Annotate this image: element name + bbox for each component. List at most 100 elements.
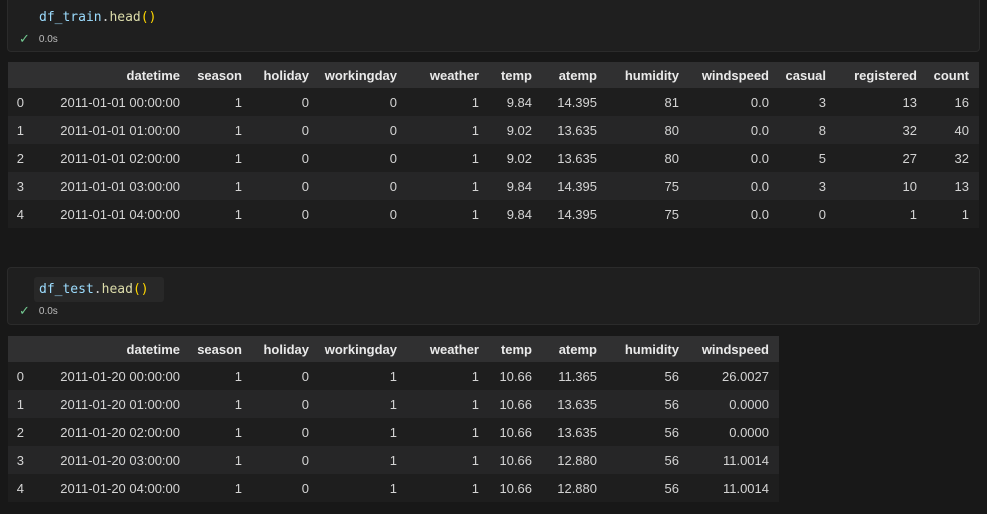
table-cell: 8 (779, 116, 836, 144)
table-cell: 0.0000 (689, 418, 779, 446)
table-row: 4 2011-01-20 04:00:00 1 0 1 1 10.66 12.880 56 11.… (8, 474, 779, 502)
table-cell: 2011-01-20 02:00:00 (34, 418, 190, 446)
code-line[interactable]: df_test.head() (39, 281, 149, 299)
table-cell: 0.0000 (689, 390, 779, 418)
table-cell: 80 (607, 144, 689, 172)
table-cell: 14.395 (542, 88, 607, 116)
column-header: season (190, 62, 252, 88)
table-row: 0 2011-01-01 00:00:00 1 0 0 1 9.84 14.395 81 0.0 3… (8, 88, 979, 116)
table-cell: 0 (319, 172, 407, 200)
table-cell: 1 (190, 446, 252, 474)
table-cell: 0 (252, 362, 319, 390)
table-cell: 1 (407, 362, 489, 390)
execution-time: 0.0s (38, 305, 58, 317)
column-header: weather (407, 336, 489, 362)
table-cell: 0 (319, 88, 407, 116)
column-header: count (927, 62, 979, 88)
row-index-cell: 0 (8, 88, 34, 116)
table-cell: 80 (607, 116, 689, 144)
column-header: workingday (319, 62, 407, 88)
table-cell: 26.0027 (689, 362, 779, 390)
table-cell: 11.365 (542, 362, 607, 390)
code-brackets: () (132, 282, 149, 297)
success-check-icon: ✓ (19, 31, 30, 46)
code-method: head (101, 282, 133, 297)
column-header: windspeed (689, 62, 779, 88)
table-cell: 1 (190, 200, 252, 228)
row-index-cell: 3 (8, 446, 34, 474)
column-header: registered (836, 62, 927, 88)
table-cell: 0 (252, 446, 319, 474)
table-cell: 1 (190, 362, 252, 390)
table-cell: 75 (607, 200, 689, 228)
table-cell: 14.395 (542, 200, 607, 228)
table-cell: 11.0014 (689, 474, 779, 502)
table-cell: 2011-01-01 03:00:00 (34, 172, 190, 200)
table-cell: 75 (607, 172, 689, 200)
code-line[interactable]: df_train.head() (39, 9, 156, 27)
row-index-cell: 2 (8, 144, 34, 172)
table-row: 3 2011-01-01 03:00:00 1 0 0 1 9.84 14.395 75 0.0 3… (8, 172, 979, 200)
column-header: humidity (607, 336, 689, 362)
column-header: humidity (607, 62, 689, 88)
table-row: 1 2011-01-20 01:00:00 1 0 1 1 10.66 13.635 56 0.0… (8, 390, 779, 418)
column-header: temp (489, 336, 542, 362)
code-dot: . (93, 282, 102, 297)
table-cell: 10.66 (489, 362, 542, 390)
code-dot: . (101, 10, 110, 25)
table-cell: 0 (252, 116, 319, 144)
execution-time: 0.0s (38, 33, 58, 45)
table-cell: 13.635 (542, 390, 607, 418)
table-cell: 0.0 (689, 172, 779, 200)
table-cell: 1 (190, 116, 252, 144)
dataframe-table: datetime season holiday workingday weather te… (8, 62, 979, 228)
table-cell: 1 (190, 144, 252, 172)
table-cell: 9.84 (489, 172, 542, 200)
table-cell: 13.635 (542, 116, 607, 144)
table-cell: 1 (190, 474, 252, 502)
table-cell: 14.395 (542, 172, 607, 200)
table-row: 2 2011-01-20 02:00:00 1 0 1 1 10.66 13.635 56 0.0… (8, 418, 779, 446)
column-header: temp (489, 62, 542, 88)
table-cell: 56 (607, 446, 689, 474)
row-index-cell: 2 (8, 418, 34, 446)
column-header: holiday (252, 62, 319, 88)
table-cell: 0 (252, 200, 319, 228)
table-cell: 12.880 (542, 474, 607, 502)
line-highlight (34, 277, 164, 302)
row-index-cell: 0 (8, 362, 34, 390)
table-cell: 1 (407, 390, 489, 418)
table-cell: 40 (927, 116, 979, 144)
table-cell: 1 (927, 200, 979, 228)
column-header: windspeed (689, 336, 779, 362)
table-cell: 0 (779, 200, 836, 228)
table-cell: 1 (407, 200, 489, 228)
table-cell: 56 (607, 390, 689, 418)
table-cell: 56 (607, 418, 689, 446)
table-header-row: datetime season holiday workingday weather te… (8, 336, 779, 362)
table-row: 3 2011-01-20 03:00:00 1 0 1 1 10.66 12.880 56 11.… (8, 446, 779, 474)
table-cell: 0.0 (689, 88, 779, 116)
table-cell: 3 (779, 172, 836, 200)
table-cell: 0.0 (689, 116, 779, 144)
column-header: datetime (34, 336, 190, 362)
code-method: head (109, 10, 141, 25)
table-cell: 0 (319, 144, 407, 172)
table-cell: 9.02 (489, 116, 542, 144)
table-cell: 1 (190, 172, 252, 200)
table-cell: 1 (190, 88, 252, 116)
table-cell: 0 (252, 390, 319, 418)
table-cell: 1 (407, 474, 489, 502)
table-cell: 12.880 (542, 446, 607, 474)
code-cell-editor-test[interactable]: df_test.head() ✓ 0.0s (7, 267, 980, 325)
table-cell: 2011-01-01 04:00:00 (34, 200, 190, 228)
table-cell: 56 (607, 362, 689, 390)
row-index-cell: 3 (8, 172, 34, 200)
dataframe-output-test: datetime season holiday workingday weather te… (8, 336, 779, 502)
table-cell: 0 (252, 144, 319, 172)
row-index-cell: 1 (8, 390, 34, 418)
table-cell: 2011-01-01 02:00:00 (34, 144, 190, 172)
code-cell-editor-train[interactable]: df_train.head() ✓ 0.0s (7, 0, 980, 52)
row-index-cell: 1 (8, 116, 34, 144)
table-cell: 9.84 (489, 88, 542, 116)
